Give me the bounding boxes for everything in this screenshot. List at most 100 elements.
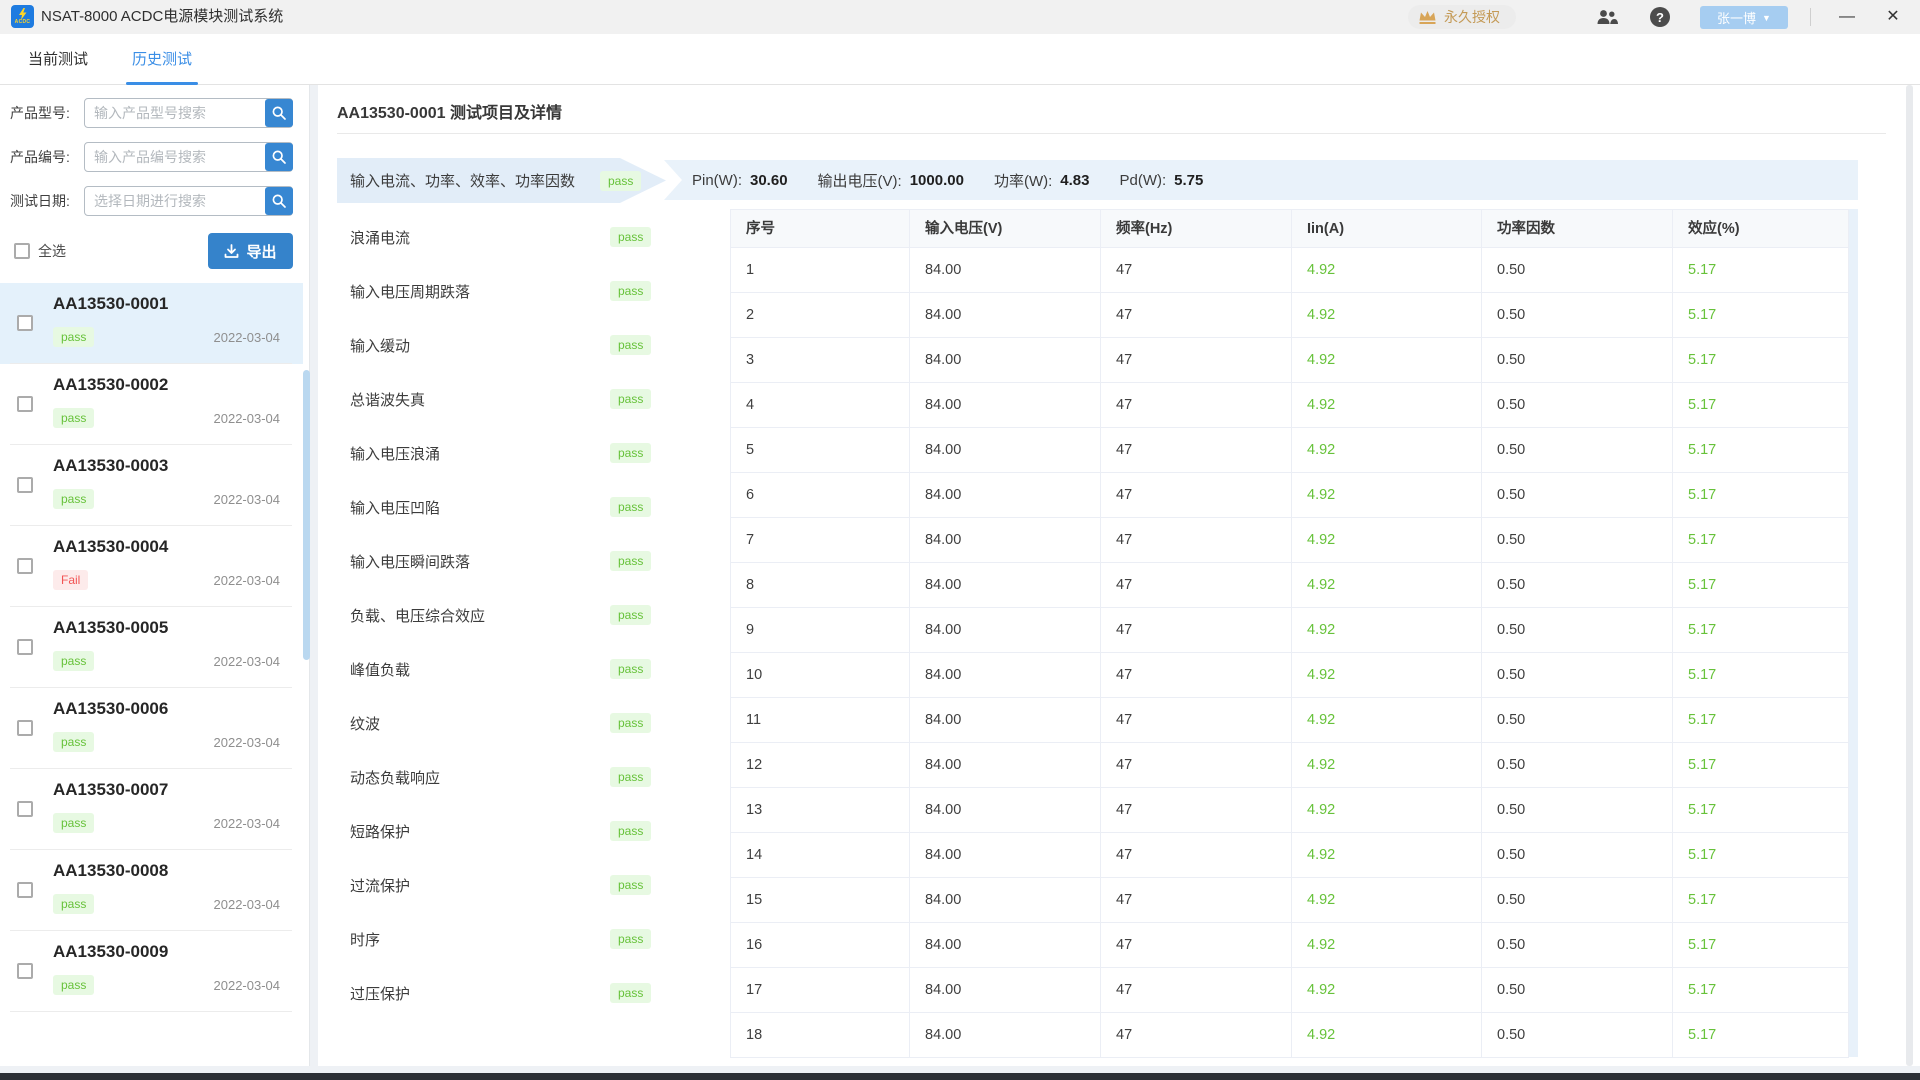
search-button[interactable]: [265, 187, 293, 215]
table-row[interactable]: 9 84.00 47 4.92 0.50 5.17: [731, 608, 1848, 653]
status-badge: pass: [610, 875, 652, 895]
table-row[interactable]: 10 84.00 47 4.92 0.50 5.17: [731, 653, 1848, 698]
search-button[interactable]: [265, 143, 293, 171]
test-item[interactable]: 时序 pass: [337, 912, 666, 966]
product-list-item[interactable]: AA13530-0008 pass 2022-03-04: [0, 850, 303, 931]
table-row[interactable]: 3 84.00 47 4.92 0.50 5.17: [731, 338, 1848, 383]
test-item[interactable]: 过压保护 pass: [337, 966, 666, 1020]
export-button[interactable]: 导出: [208, 233, 293, 269]
test-item-label: 输入电压凹陷: [350, 499, 441, 517]
select-all-checkbox[interactable]: [14, 243, 30, 259]
table-row[interactable]: 6 84.00 47 4.92 0.50 5.17: [731, 473, 1848, 518]
test-item[interactable]: 浪涌电流 pass: [337, 210, 666, 264]
license-badge[interactable]: 永久授权: [1408, 5, 1516, 29]
table-cell: 5.17: [1673, 338, 1848, 383]
item-checkbox[interactable]: [17, 315, 33, 331]
table-row[interactable]: 16 84.00 47 4.92 0.50 5.17: [731, 923, 1848, 968]
help-icon[interactable]: ?: [1650, 7, 1670, 27]
product-list-item[interactable]: AA13530-0006 pass 2022-03-04: [0, 688, 303, 769]
summary-power: 功率(W): 4.83: [994, 170, 1090, 191]
table-row[interactable]: 12 84.00 47 4.92 0.50 5.17: [731, 743, 1848, 788]
product-list-item[interactable]: AA13530-0003 pass 2022-03-04: [0, 445, 303, 526]
status-badge: pass: [610, 767, 652, 787]
table-row[interactable]: 1 84.00 47 4.92 0.50 5.17: [731, 248, 1848, 293]
sidebar-scrollbar[interactable]: [303, 370, 310, 660]
tab-current-test[interactable]: 当前测试: [28, 50, 89, 68]
test-item[interactable]: 纹波 pass: [337, 696, 666, 750]
users-icon[interactable]: [1595, 7, 1619, 27]
table-cell: 84.00: [910, 608, 1101, 653]
table-row[interactable]: 8 84.00 47 4.92 0.50 5.17: [731, 563, 1848, 608]
table-cell: 47: [1101, 338, 1292, 383]
item-checkbox[interactable]: [17, 639, 33, 655]
status-badge: pass: [610, 281, 652, 301]
test-item-label: 输入电压浪涌: [350, 445, 441, 463]
window-scrollbar[interactable]: [1906, 85, 1913, 1066]
item-checkbox[interactable]: [17, 963, 33, 979]
test-item[interactable]: 峰值负载 pass: [337, 642, 666, 696]
table-row[interactable]: 11 84.00 47 4.92 0.50 5.17: [731, 698, 1848, 743]
item-checkbox[interactable]: [17, 477, 33, 493]
test-item[interactable]: 输入电压周期跌落 pass: [337, 264, 666, 318]
table-cell: 84.00: [910, 563, 1101, 608]
test-item[interactable]: 输入电流、功率、效率、功率因数 pass: [337, 158, 666, 203]
table-scrollbar-track[interactable]: [1849, 209, 1858, 1057]
table-row[interactable]: 5 84.00 47 4.92 0.50 5.17: [731, 428, 1848, 473]
minimize-button[interactable]: —: [1839, 8, 1855, 25]
test-item[interactable]: 输入电压瞬间跌落 pass: [337, 534, 666, 588]
test-item[interactable]: 输入电压浪涌 pass: [337, 426, 666, 480]
table-row[interactable]: 7 84.00 47 4.92 0.50 5.17: [731, 518, 1848, 563]
product-list-item[interactable]: AA13530-0007 pass 2022-03-04: [0, 769, 303, 850]
sidebar: 产品型号: 产品编号: 测试日期:: [0, 85, 310, 1066]
table-row[interactable]: 4 84.00 47 4.92 0.50 5.17: [731, 383, 1848, 428]
filter-label: 产品编号:: [10, 149, 70, 165]
product-number-input[interactable]: [84, 142, 293, 172]
status-badge: pass: [53, 813, 95, 833]
summary-value: 1000.00: [909, 171, 964, 189]
search-button[interactable]: [265, 99, 293, 127]
item-checkbox[interactable]: [17, 801, 33, 817]
status-badge: pass: [610, 227, 652, 247]
test-item[interactable]: 动态负载响应 pass: [337, 750, 666, 804]
tab-history-test[interactable]: 历史测试: [126, 34, 199, 85]
table-row[interactable]: 17 84.00 47 4.92 0.50 5.17: [731, 968, 1848, 1013]
table-row[interactable]: 18 84.00 47 4.92 0.50 5.17: [731, 1013, 1848, 1058]
summary-output-voltage: 输出电压(V): 1000.00: [818, 170, 964, 191]
test-date-input[interactable]: [84, 186, 293, 216]
product-list-item[interactable]: AA13530-0005 pass 2022-03-04: [0, 607, 303, 688]
summary-pd: Pd(W): 5.75: [1119, 172, 1203, 189]
table-cell: 4.92: [1292, 518, 1482, 563]
item-checkbox[interactable]: [17, 558, 33, 574]
table-cell: 4.92: [1292, 1013, 1482, 1058]
product-id: AA13530-0009: [53, 942, 169, 961]
product-list-item[interactable]: AA13530-0009 pass 2022-03-04: [0, 931, 303, 1012]
item-checkbox[interactable]: [17, 882, 33, 898]
table-cell: 5.17: [1673, 473, 1848, 518]
user-dropdown[interactable]: 张一博 ▼: [1700, 6, 1788, 29]
table-row[interactable]: 14 84.00 47 4.92 0.50 5.17: [731, 833, 1848, 878]
table-cell: 5.17: [1673, 563, 1848, 608]
product-model-input[interactable]: [84, 98, 293, 128]
product-list-item[interactable]: AA13530-0002 pass 2022-03-04: [0, 364, 303, 445]
table-cell: 4.92: [1292, 968, 1482, 1013]
close-button[interactable]: ✕: [1886, 8, 1900, 25]
item-checkbox[interactable]: [17, 396, 33, 412]
test-item[interactable]: 短路保护 pass: [337, 804, 666, 858]
test-item[interactable]: 过流保护 pass: [337, 858, 666, 912]
table-row[interactable]: 2 84.00 47 4.92 0.50 5.17: [731, 293, 1848, 338]
table-cell: 5.17: [1673, 788, 1848, 833]
test-item[interactable]: 输入缓动 pass: [337, 318, 666, 372]
table-cell: 4.92: [1292, 248, 1482, 293]
product-list-item[interactable]: AA13530-0001 pass 2022-03-04: [0, 283, 303, 364]
test-item[interactable]: 输入电压凹陷 pass: [337, 480, 666, 534]
table-cell: 47: [1101, 428, 1292, 473]
table-cell: 12: [731, 743, 910, 788]
table-cell: 14: [731, 833, 910, 878]
product-list-item[interactable]: AA13530-0004 Fail 2022-03-04: [0, 526, 303, 607]
test-item[interactable]: 总谐波失真 pass: [337, 372, 666, 426]
table-row[interactable]: 13 84.00 47 4.92 0.50 5.17: [731, 788, 1848, 833]
test-item[interactable]: 负载、电压综合效应 pass: [337, 588, 666, 642]
item-checkbox[interactable]: [17, 720, 33, 736]
table-row[interactable]: 15 84.00 47 4.92 0.50 5.17: [731, 878, 1848, 923]
table-cell: 47: [1101, 1013, 1292, 1058]
